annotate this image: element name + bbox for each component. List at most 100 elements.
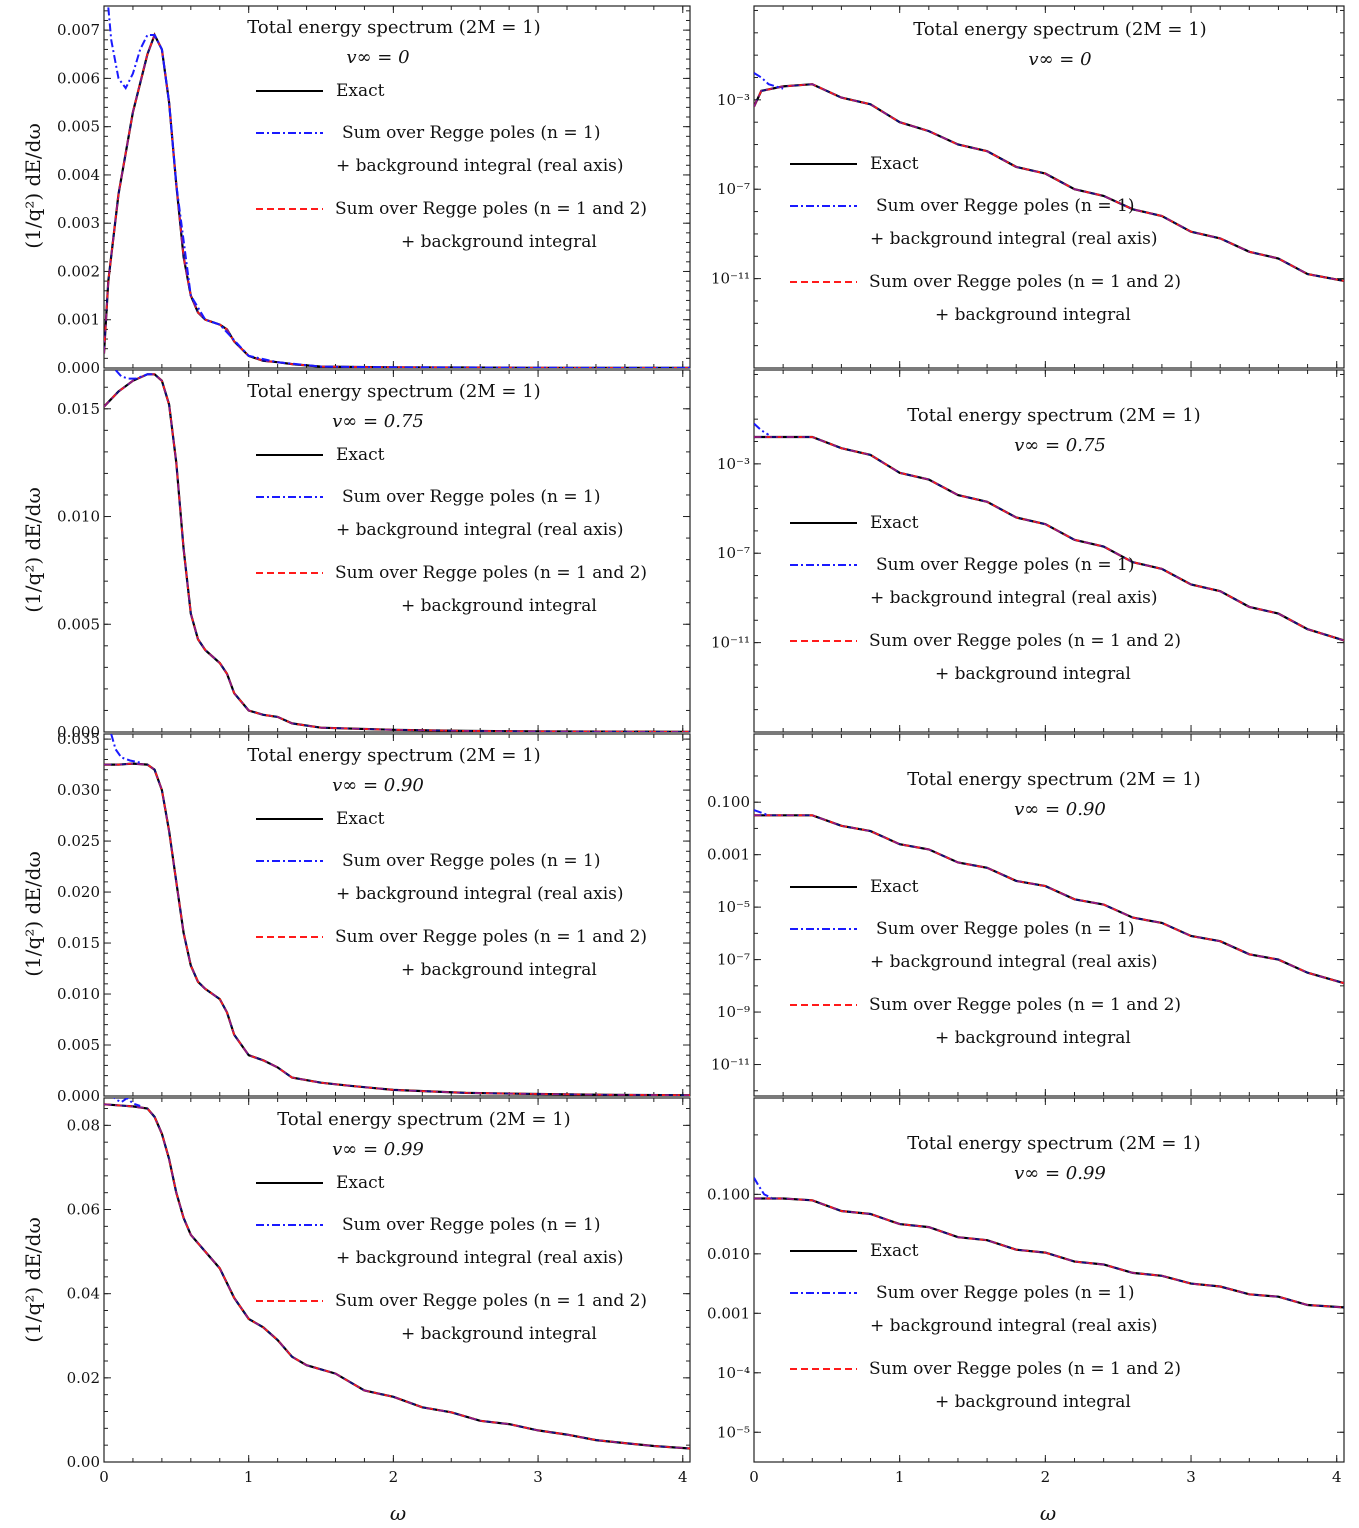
legend-label: Sum over Regge poles (n = 1 and 2) [335,927,647,947]
y-tick-label: 0.010 [57,985,100,1003]
y-tick-label: 0.005 [57,118,100,136]
series-group [754,72,1344,282]
chart-panel-7: 0.00 0.02 0.04 0.06 0.08 0 1 2 3 4 Total energy sp… [67,1097,691,1486]
series-regge-n1-line [754,422,770,436]
legend-label: Exact [336,445,385,465]
legend-label: Sum over Regge poles (n = 1) [876,919,1134,939]
y-tick-label: 0.000 [57,723,100,741]
series-group [104,6,690,368]
series-regge-n12-line [104,1103,690,1450]
y-tick-label: 0.005 [57,615,100,633]
x-tick-label: 4 [1332,1468,1342,1486]
legend-label: Sum over Regge poles (n = 1) [342,851,600,871]
chart-panel-3: 0.000 0.005 0.010 0.015 Total energy spectru… [57,369,691,741]
y-tick-label: 0.035 [57,730,100,748]
y-tick-label: 0.015 [57,934,100,952]
legend-label: Exact [336,81,385,101]
legend-label: Sum over Regge poles (n = 1) [342,1215,600,1235]
x-tick-label: 1 [895,1468,905,1486]
legend-label-line2: + background integral [935,305,1131,325]
legend-label: Sum over Regge poles (n = 1) [876,196,1134,216]
y-tick-label: 0.005 [57,1036,100,1054]
x-tick-label: 0 [749,1468,759,1486]
legend-label: Sum over Regge poles (n = 1) [876,1283,1134,1303]
legend-label: Sum over Regge poles (n = 1 and 2) [869,272,1181,292]
y-tick-label: 0.00 [67,1453,100,1471]
legend-label-line2: + background integral [401,960,597,980]
legend-label-line2: + background integral [935,664,1131,684]
series-group [104,370,690,732]
series-regge-n1-line [110,734,141,764]
legend-label-line2: + background integral (real axis) [870,952,1158,972]
x-tick-label: 2 [1041,1468,1051,1486]
legend-label: Sum over Regge poles (n = 1 and 2) [335,199,647,219]
plot-frame [753,5,1345,369]
series-regge-n1-line [113,1098,141,1107]
chart-subtitle: v∞ = 0.99 [1014,1163,1106,1184]
y-tick-label: 0.010 [707,1245,750,1263]
y-tick-label: 10⁻⁵ [717,898,750,916]
y-tick-label: 10⁻¹¹ [711,270,750,288]
legend-label: Exact [870,1241,919,1261]
series-group [754,422,1344,642]
legend-label-line2: + background integral (real axis) [336,520,624,540]
legend-label: Sum over Regge poles (n = 1) [342,123,600,143]
series-group [754,1177,1344,1309]
series-regge-n12-line [754,83,1344,282]
plot-frame [103,1097,691,1463]
x-axis-label-left: ω [390,1501,406,1525]
legend-label-line2: + background integral (real axis) [870,1316,1158,1336]
chart-subtitle: v∞ = 0.90 [1014,799,1106,820]
chart-title: Total energy spectrum (2M = 1) [907,769,1200,790]
y-tick-label: 0.02 [67,1369,100,1387]
y-tick-label: 0.007 [57,21,100,39]
y-axis-label-row4: (1/q²) dE/dω [21,1217,45,1343]
legend-label: Sum over Regge poles (n = 1 and 2) [869,995,1181,1015]
legend-label-line2: + background integral (real axis) [336,156,624,176]
chart-subtitle: v∞ = 0.90 [332,775,424,796]
chart-title: Total energy spectrum (2M = 1) [913,19,1206,40]
y-axis-label-row3: (1/q²) dE/dω [21,851,45,977]
chart-panel-4: 10⁻³ 10⁻⁷ 10⁻¹¹ Total energy spectrum (2M =… [711,369,1345,733]
y-tick-label: 0.000 [57,1087,100,1105]
series-regge-n1-overlay [754,814,1344,984]
series-group [104,734,690,1096]
chart-panel-2: 10⁻³ 10⁻⁷ 10⁻¹¹ Total energy spectrum (2M =… [711,5,1345,369]
y-tick-label: 0.001 [707,1304,750,1322]
series-regge-n1-overlay [104,762,690,1096]
y-tick-label: 0.003 [57,214,100,232]
chart-title: Total energy spectrum (2M = 1) [907,405,1200,426]
legend-label: Exact [870,513,919,533]
plot-frame [103,369,691,733]
legend-label: Exact [870,877,919,897]
legend-label-line2: + background integral [935,1028,1131,1048]
series-exact-line [754,435,1344,642]
plot-frame [753,1097,1345,1463]
series-regge-n1-line [754,1177,772,1199]
chart-title: Total energy spectrum (2M = 1) [247,745,540,766]
legend-label: Sum over Regge poles (n = 1 and 2) [335,1291,647,1311]
series-regge-n1-overlay [754,436,1344,642]
chart-title: Total energy spectrum (2M = 1) [277,1109,570,1130]
legend-label: Sum over Regge poles (n = 1) [876,555,1134,575]
y-tick-label: 0.100 [707,793,750,811]
series-regge-n1-overlay [754,1197,1344,1309]
y-tick-label: 10⁻³ [717,91,750,109]
plot-frame [103,733,691,1097]
panels: 0.0000.0010.0020.0030.0040.0050.0060.007… [57,5,1345,1486]
x-tick-label: 1 [244,1468,254,1486]
series-regge-n12-line [104,32,690,368]
chart-subtitle: v∞ = 0.99 [332,1139,424,1160]
y-tick-label: 0.010 [57,508,100,526]
chart-panel-8: 0.100 0.010 0.001 10⁻⁴ 10⁻⁵ 0 1 2 3 4 Total energy… [707,1097,1345,1486]
chart-panel-5: 0.000 0.005 0.010 0.015 0.020 0.025 0.030 0.035… [57,730,691,1105]
legend-label: Sum over Regge poles (n = 1 and 2) [869,1359,1181,1379]
legend-label-line2: + background integral (real axis) [336,884,624,904]
y-axis-label-row1: (1/q²) dE/dω [21,123,45,249]
chart-subtitle: v∞ = 0 [1028,49,1091,70]
chart-title: Total energy spectrum (2M = 1) [247,17,540,38]
y-tick-label: 10⁻¹¹ [711,634,750,652]
y-tick-label: 10⁻⁵ [717,1423,750,1441]
y-tick-label: 0.000 [57,359,100,377]
